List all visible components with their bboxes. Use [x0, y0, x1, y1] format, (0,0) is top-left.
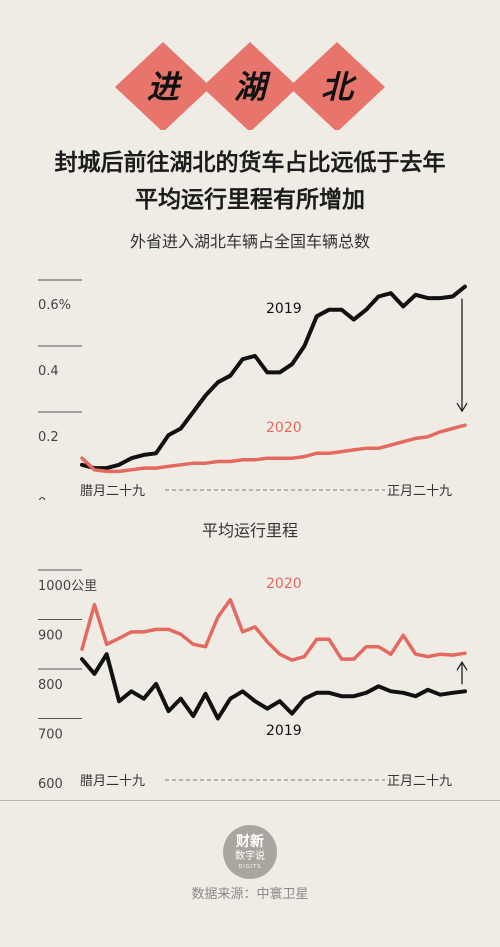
logo-text-2: 数字说 [235, 851, 265, 862]
banner-diamond-3: 北 [289, 42, 385, 130]
difference-arrow-head [456, 660, 468, 671]
y-tick-label: 600 [38, 777, 63, 790]
series-line-2019 [80, 652, 467, 721]
logo-text-1: 财新 [236, 834, 264, 850]
logo-text-3: DIGITS [238, 864, 262, 870]
series-label-2020: 2020 [266, 576, 302, 592]
caixin-logo: 财新 数字说 DIGITS [223, 825, 277, 879]
series-line-2020 [80, 597, 467, 662]
series-label-2019: 2019 [266, 301, 302, 317]
banner: 进 湖 北 [115, 42, 385, 130]
x-end-label: 正月二十九 [387, 774, 452, 789]
series-line-2019 [80, 284, 467, 471]
footer-divider [0, 800, 500, 801]
banner-char-2: 湖 [234, 68, 271, 106]
y-tick-label: 800 [38, 678, 63, 693]
banner-diamond-2: 湖 [202, 42, 298, 130]
y-tick-label: 700 [38, 728, 63, 743]
series-label-2020: 2020 [266, 420, 302, 436]
headline-line-2: 平均运行里程有所增加 [135, 187, 365, 213]
headline-line-1: 封城后前往湖北的货车占比远低于去年 [54, 150, 446, 176]
y-tick-label: 0.4 [38, 364, 59, 379]
banner-diamond-1: 进 [115, 42, 211, 130]
y-tick-label: 1000公里 [38, 579, 97, 594]
y-tick-label: 900 [38, 629, 63, 644]
y-tick-label: 0.2 [38, 430, 59, 445]
banner-char-1: 进 [147, 68, 183, 106]
x-start-label: 腊月二十九 [80, 774, 145, 789]
series-line-2020 [80, 423, 467, 474]
y-tick-label: 0.6% [38, 298, 71, 313]
chart-2-title: 平均运行里程 [201, 521, 298, 540]
difference-arrow-head [456, 402, 468, 413]
y-tick-label: 0 [38, 496, 46, 500]
chart-1-title: 外省进入湖北车辆占全国车辆总数 [129, 232, 370, 251]
x-end-label: 正月二十九 [387, 484, 452, 499]
chart-share-of-vehicles: 0 0.2 0.4 0.6% 腊月二十九 正月二十九 2019 2020 [38, 279, 468, 500]
series-label-2019: 2019 [266, 723, 302, 739]
banner-char-3: 北 [321, 68, 357, 106]
data-source: 数据来源：中寰卫星 [191, 887, 309, 902]
x-start-label: 腊月二十九 [80, 484, 145, 499]
